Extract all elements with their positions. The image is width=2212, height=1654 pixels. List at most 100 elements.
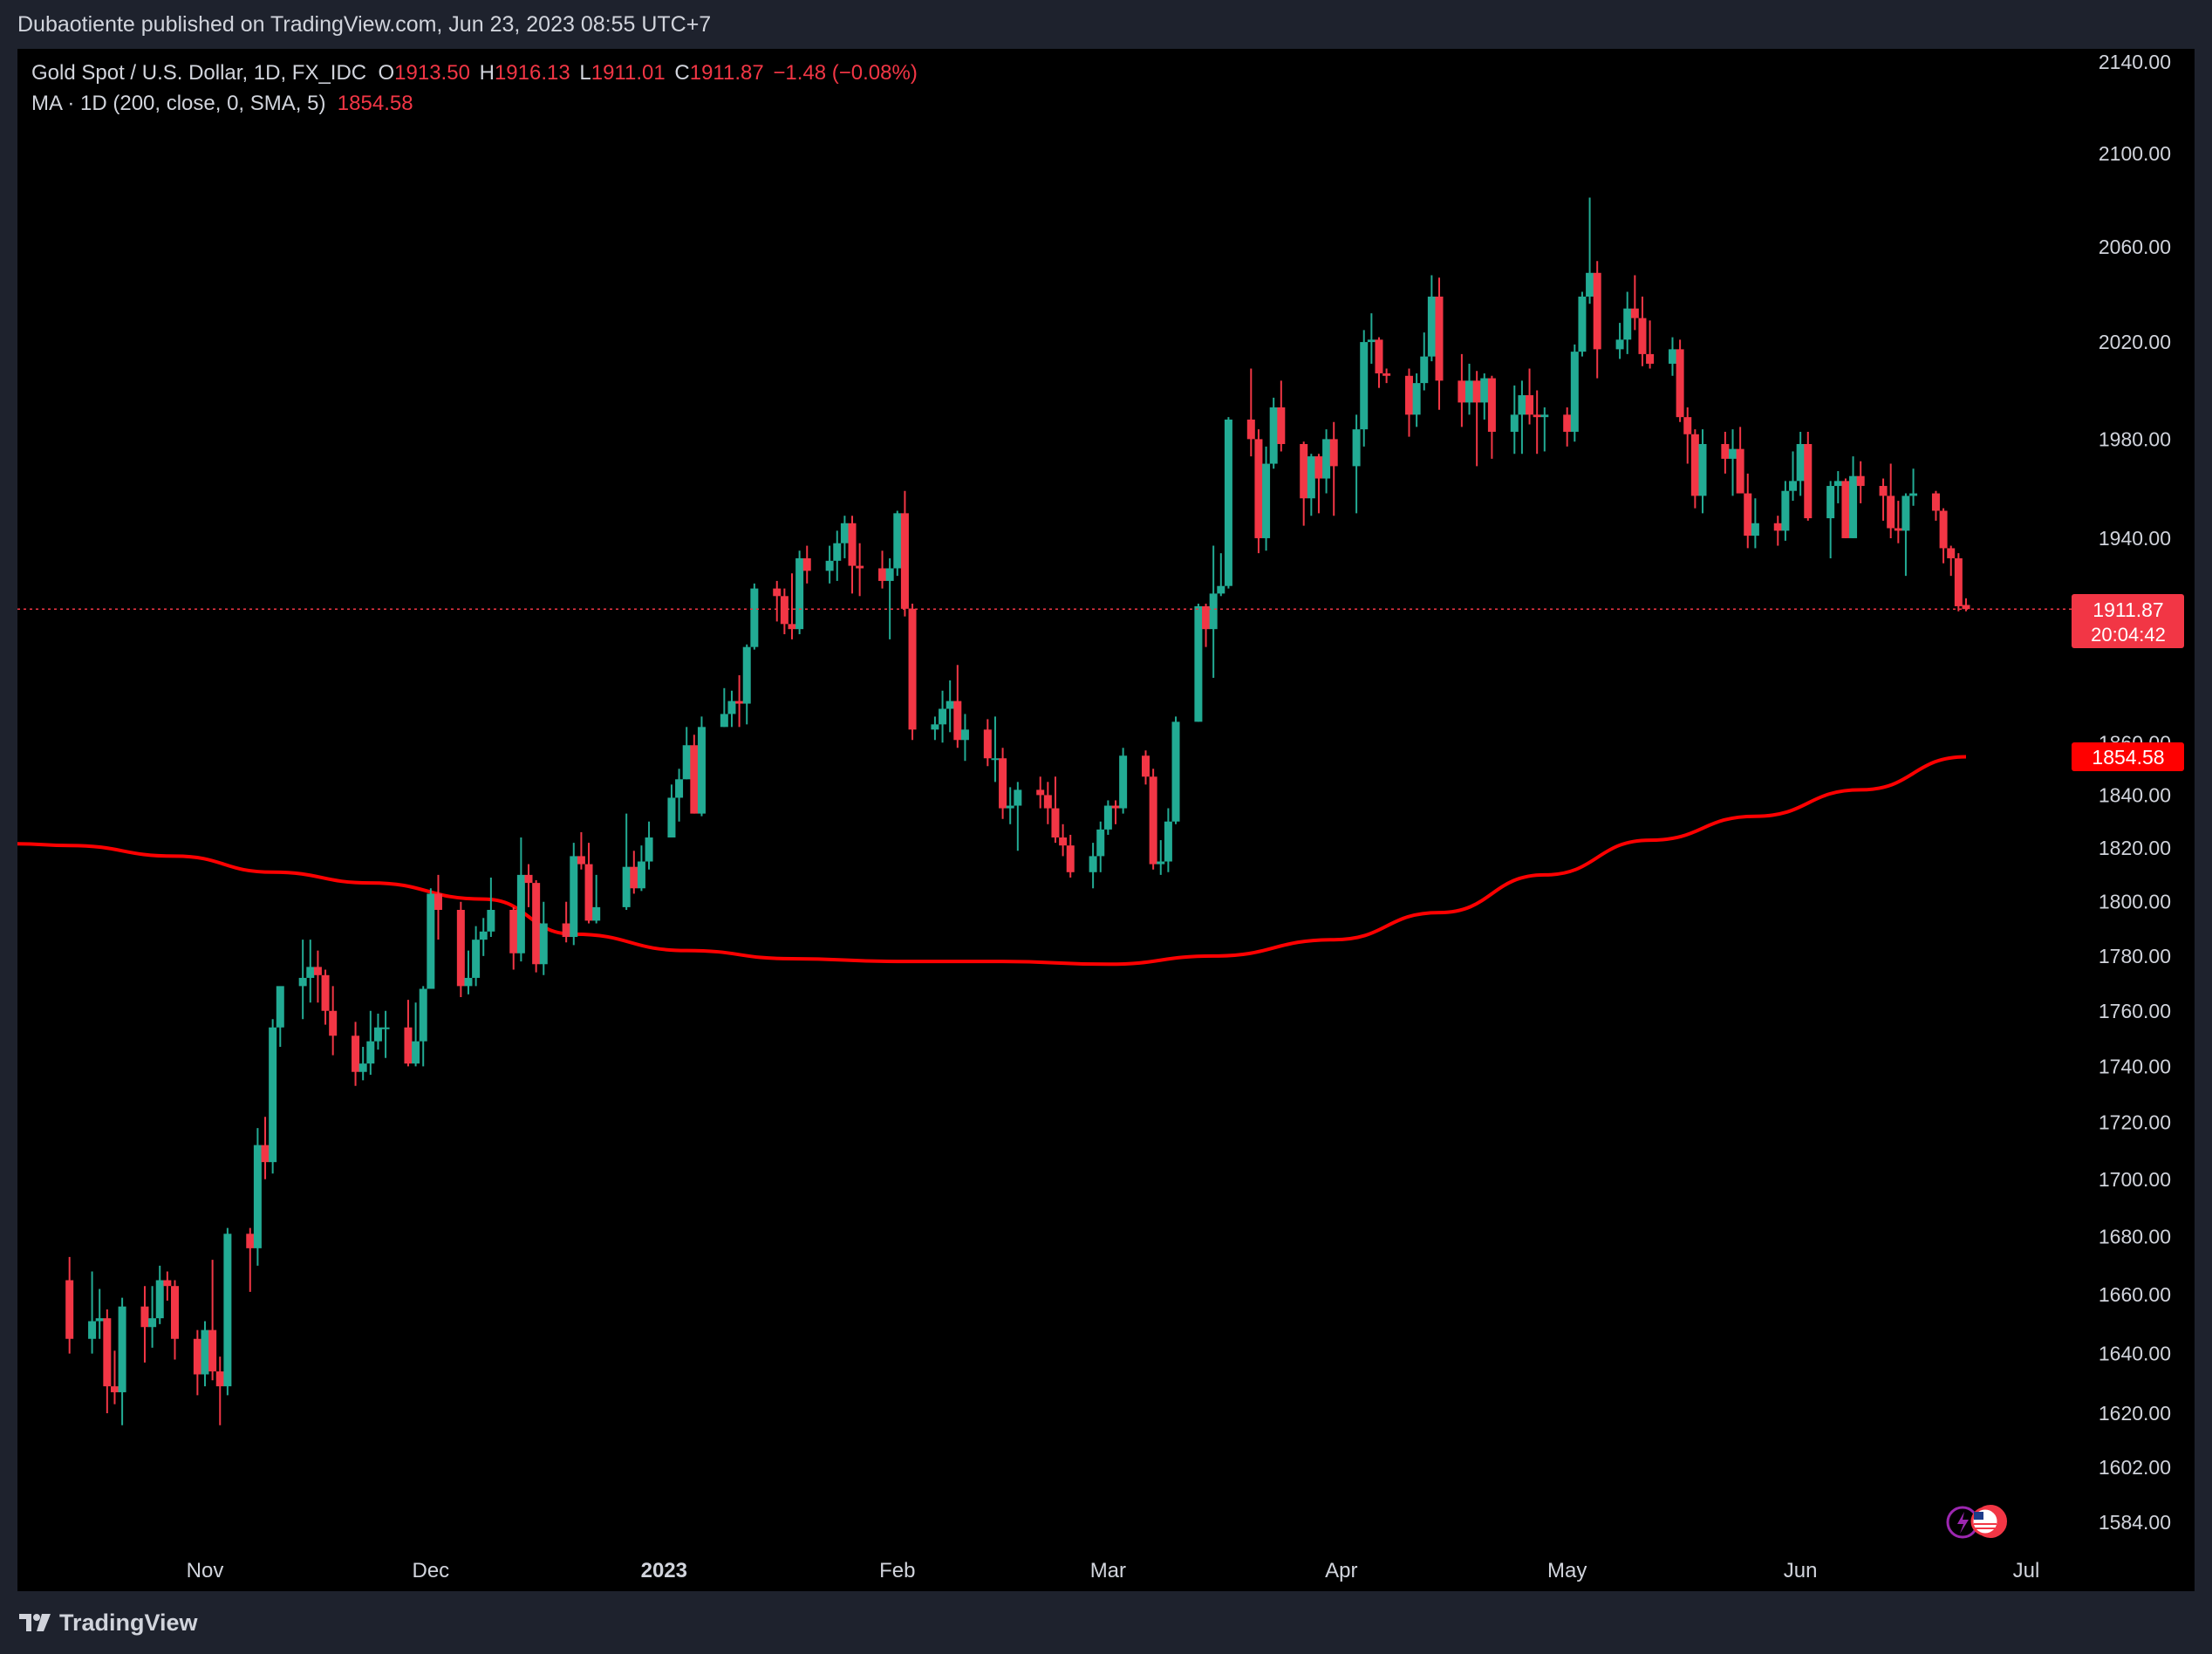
candle[interactable]: [1849, 456, 1858, 538]
candle[interactable]: [1789, 451, 1798, 502]
candle[interactable]: [1804, 431, 1813, 521]
candle[interactable]: [419, 986, 427, 1067]
candle[interactable]: [735, 675, 744, 728]
candle[interactable]: [1638, 297, 1647, 366]
candle[interactable]: [329, 986, 338, 1056]
candle[interactable]: [577, 831, 585, 870]
candle[interactable]: [630, 851, 638, 894]
candle[interactable]: [960, 714, 969, 762]
candle[interactable]: [1683, 407, 1692, 464]
candle[interactable]: [1465, 363, 1474, 415]
candle[interactable]: [487, 877, 495, 938]
candle[interactable]: [276, 986, 284, 1048]
candle[interactable]: [373, 1013, 382, 1050]
candle[interactable]: [1096, 821, 1105, 872]
symbol-title[interactable]: Gold Spot / U.S. Dollar, 1D, FX_IDC: [31, 61, 367, 85]
candle[interactable]: [727, 690, 736, 728]
candle[interactable]: [1570, 344, 1579, 442]
candle[interactable]: [352, 1022, 360, 1086]
candle[interactable]: [215, 1357, 224, 1425]
candle[interactable]: [170, 1280, 179, 1360]
candle[interactable]: [532, 880, 541, 973]
candle[interactable]: [999, 748, 1007, 819]
candle[interactable]: [908, 604, 917, 741]
candle[interactable]: [1887, 463, 1895, 538]
candle[interactable]: [358, 1047, 367, 1081]
candle[interactable]: [427, 888, 435, 989]
candle[interactable]: [1246, 368, 1255, 457]
candle[interactable]: [1751, 498, 1759, 549]
candle[interactable]: [1773, 516, 1782, 546]
candle[interactable]: [1833, 471, 1842, 503]
candle[interactable]: [1217, 553, 1225, 597]
candle[interactable]: [840, 516, 849, 558]
candle[interactable]: [667, 784, 676, 838]
candle[interactable]: [991, 716, 1000, 783]
candle[interactable]: [253, 1128, 262, 1266]
candle[interactable]: [1736, 427, 1744, 494]
price-axis[interactable]: 2140.00 2100.00 2060.00 2020.00 1980.00 1940.…: [2099, 51, 2171, 1534]
candle[interactable]: [1563, 407, 1572, 447]
candle[interactable]: [1909, 468, 1918, 506]
candle[interactable]: [856, 543, 864, 597]
candle[interactable]: [848, 516, 857, 594]
candle[interactable]: [750, 583, 759, 650]
candle[interactable]: [1262, 446, 1271, 551]
candle[interactable]: [893, 510, 902, 577]
candle[interactable]: [584, 843, 593, 924]
candle[interactable]: [1954, 553, 1963, 612]
ohlc-legend[interactable]: Gold Spot / U.S. Dollar, 1D, FX_IDC O191…: [31, 61, 918, 85]
candle[interactable]: [1487, 375, 1496, 459]
candle[interactable]: [931, 716, 939, 741]
candle[interactable]: [720, 687, 728, 728]
candle[interactable]: [1043, 782, 1052, 824]
candle[interactable]: [1526, 368, 1534, 425]
candle[interactable]: [1066, 834, 1075, 878]
candle[interactable]: [878, 550, 887, 589]
ma-legend[interactable]: MA · 1D (200, close, 0, SMA, 5) 1854.58: [31, 92, 413, 116]
candle[interactable]: [1435, 277, 1444, 410]
candle[interactable]: [524, 864, 533, 907]
candle[interactable]: [1103, 800, 1112, 835]
candle[interactable]: [456, 901, 465, 997]
candle[interactable]: [1194, 604, 1203, 722]
candle[interactable]: [1157, 840, 1165, 875]
candle[interactable]: [1593, 261, 1601, 379]
candle[interactable]: [366, 1010, 375, 1075]
candle[interactable]: [1254, 429, 1263, 554]
candle[interactable]: [1698, 429, 1707, 514]
candle[interactable]: [88, 1271, 97, 1354]
candle[interactable]: [1089, 843, 1097, 889]
candle[interactable]: [539, 901, 548, 975]
candle[interactable]: [622, 813, 631, 910]
candle[interactable]: [1826, 481, 1835, 558]
candle[interactable]: [645, 821, 653, 870]
candle[interactable]: [562, 901, 570, 943]
candle[interactable]: [1277, 380, 1286, 452]
candle[interactable]: [1171, 716, 1180, 824]
candle[interactable]: [1412, 373, 1421, 427]
candle[interactable]: [939, 690, 947, 743]
candle[interactable]: [1472, 371, 1481, 467]
candle[interactable]: [1668, 337, 1676, 376]
candle[interactable]: [1209, 545, 1218, 678]
candle[interactable]: [208, 1260, 217, 1381]
candle[interactable]: [1947, 545, 1956, 577]
candle[interactable]: [795, 550, 804, 635]
candle[interactable]: [953, 665, 962, 748]
candle[interactable]: [1300, 441, 1308, 526]
candle[interactable]: [1533, 390, 1541, 455]
ma-200-line[interactable]: [17, 755, 1967, 967]
candle[interactable]: [802, 545, 811, 584]
candle[interactable]: [788, 573, 796, 639]
candle[interactable]: [1744, 473, 1752, 549]
candle[interactable]: [1729, 429, 1738, 496]
candle[interactable]: [1059, 824, 1068, 857]
candle[interactable]: [1051, 776, 1060, 844]
event-icons[interactable]: [1946, 1505, 2007, 1539]
candle[interactable]: [464, 950, 473, 994]
candle[interactable]: [1006, 787, 1014, 824]
candle[interactable]: [1375, 337, 1383, 388]
candle[interactable]: [1382, 368, 1391, 384]
candle[interactable]: [1623, 291, 1632, 354]
